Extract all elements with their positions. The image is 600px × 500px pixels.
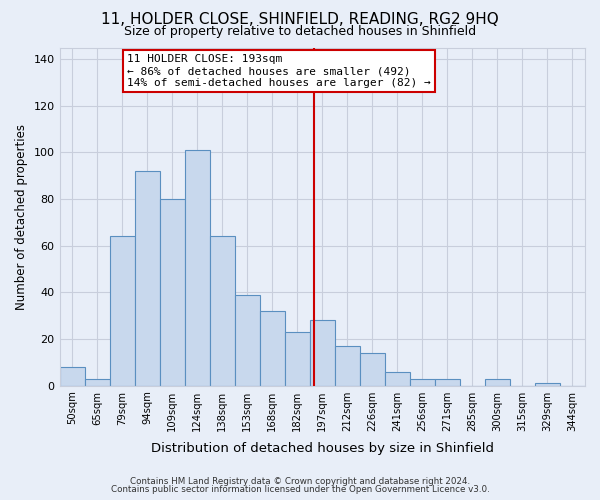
Bar [260, 311, 285, 386]
X-axis label: Distribution of detached houses by size in Shinfield: Distribution of detached houses by size … [151, 442, 494, 455]
Bar [110, 236, 134, 386]
Bar [59, 367, 85, 386]
Bar [410, 378, 435, 386]
Bar [160, 199, 185, 386]
Bar [335, 346, 360, 386]
Bar [535, 384, 560, 386]
Bar [360, 353, 385, 386]
Bar [310, 320, 335, 386]
Text: Size of property relative to detached houses in Shinfield: Size of property relative to detached ho… [124, 25, 476, 38]
Bar [185, 150, 209, 386]
Text: Contains HM Land Registry data © Crown copyright and database right 2024.: Contains HM Land Registry data © Crown c… [130, 477, 470, 486]
Text: 11, HOLDER CLOSE, SHINFIELD, READING, RG2 9HQ: 11, HOLDER CLOSE, SHINFIELD, READING, RG… [101, 12, 499, 28]
Bar [485, 378, 510, 386]
Bar [134, 171, 160, 386]
Bar [385, 372, 410, 386]
Bar [285, 332, 310, 386]
Text: 11 HOLDER CLOSE: 193sqm
← 86% of detached houses are smaller (492)
14% of semi-d: 11 HOLDER CLOSE: 193sqm ← 86% of detache… [127, 54, 431, 88]
Bar [85, 378, 110, 386]
Bar [435, 378, 460, 386]
Bar [209, 236, 235, 386]
Y-axis label: Number of detached properties: Number of detached properties [15, 124, 28, 310]
Bar [235, 294, 260, 386]
Text: Contains public sector information licensed under the Open Government Licence v3: Contains public sector information licen… [110, 485, 490, 494]
